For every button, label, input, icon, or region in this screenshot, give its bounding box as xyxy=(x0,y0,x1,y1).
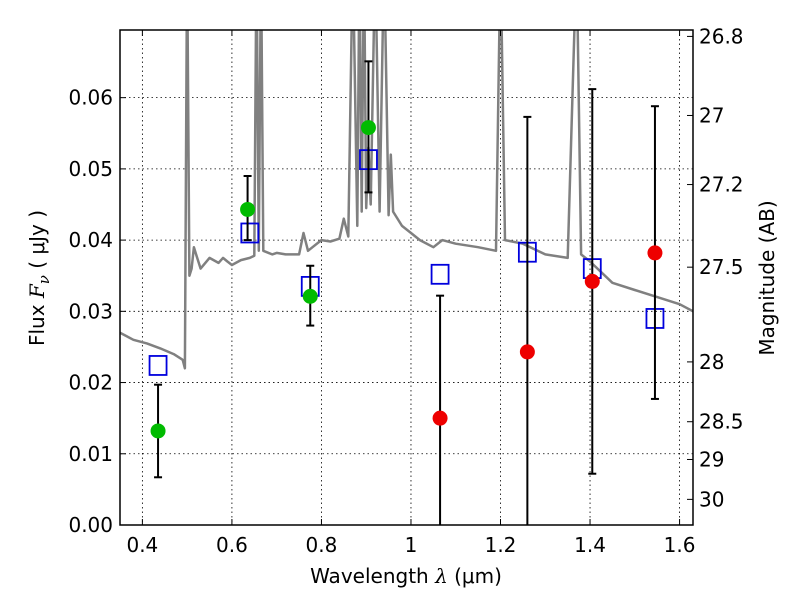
y2-tick-label: 29 xyxy=(699,447,724,471)
y2-axis-label: Magnitude (AB) xyxy=(755,200,779,355)
x-tick-label: 0.4 xyxy=(126,533,158,557)
x-tick-label: 1 xyxy=(405,533,418,557)
y-tick-label: 0.00 xyxy=(68,513,113,537)
template-spectrum xyxy=(120,30,693,370)
observed-point-marker xyxy=(432,410,448,426)
y-tick-label: 0.01 xyxy=(68,442,113,466)
data-markers xyxy=(148,60,665,525)
observed-point-marker xyxy=(240,201,256,217)
y2-tick-label: 27.2 xyxy=(699,173,744,197)
observed-point-marker xyxy=(519,344,535,360)
y-tick-label: 0.04 xyxy=(68,228,113,252)
observed-point-marker xyxy=(584,273,600,289)
observed-point-marker xyxy=(150,423,166,439)
y2-tick-label: 26.8 xyxy=(699,24,744,48)
x-tick-label: 1.6 xyxy=(664,533,696,557)
observed-point-marker xyxy=(647,245,663,261)
axis-ticks: 0.4 0.6 0.8 1 1.2 1.4 1.6 0.00 0.01 0.02 0.03 0.04 0… xyxy=(68,24,743,557)
y2-tick-label: 30 xyxy=(699,487,724,511)
y2-tick-label: 27 xyxy=(699,103,724,127)
y-tick-label: 0.06 xyxy=(68,86,113,110)
model-square-marker xyxy=(148,355,168,376)
x-tick-label: 1.2 xyxy=(485,533,517,557)
x-tick-label: 1.4 xyxy=(574,533,606,557)
y2-tick-label: 28 xyxy=(699,350,724,374)
model-square-marker xyxy=(240,222,260,244)
y2-tick-label: 28.5 xyxy=(699,410,744,434)
plot-frame xyxy=(119,29,694,526)
model-square-marker xyxy=(430,263,450,285)
x-axis-label: Wavelength λ (μm) xyxy=(310,564,502,588)
y-tick-label: 0.03 xyxy=(68,299,113,323)
y-tick-label: 0.05 xyxy=(68,157,113,181)
template-spectrum-line xyxy=(120,30,693,370)
observed-point-marker xyxy=(360,120,376,136)
observed-point-marker xyxy=(302,288,318,304)
x-tick-label: 0.8 xyxy=(306,533,338,557)
x-tick-label: 0.6 xyxy=(216,533,248,557)
y2-tick-label: 27.5 xyxy=(699,255,744,279)
y-tick-label: 0.02 xyxy=(68,371,113,395)
y-axis-label: Flux Fν ( μJy ) xyxy=(25,210,53,346)
